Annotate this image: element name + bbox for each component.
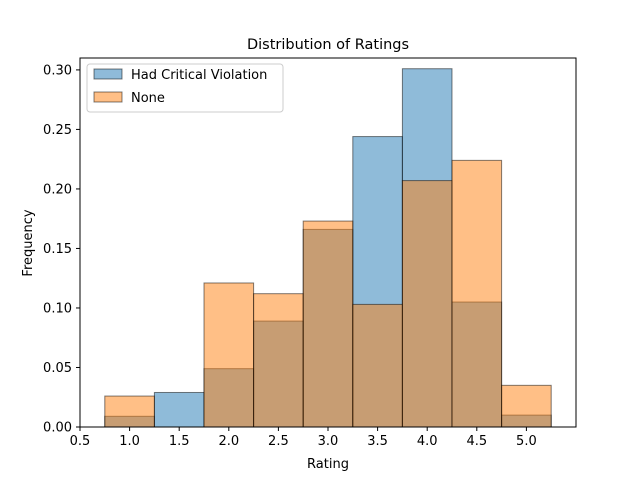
y-tick-label: 0.10: [43, 301, 72, 316]
x-tick-label: 4.5: [466, 434, 487, 449]
x-tick-label: 2.5: [268, 434, 289, 449]
x-axis-label: Rating: [307, 457, 349, 472]
legend-label-none: None: [131, 91, 165, 106]
x-axis-ticks: 0.5 1.0 1.5 2.0 2.5 3.0 3.5 4.0 4.5 5.0: [70, 427, 537, 449]
bar-had-critical-violation-1: [153, 391, 205, 428]
bar-none-6: [401, 180, 453, 428]
x-tick-label: 3.5: [367, 434, 388, 449]
bars-layer: [104, 68, 552, 428]
y-tick-label: 0.00: [43, 421, 72, 436]
x-tick-label: 0.5: [70, 434, 91, 449]
x-tick-label: 1.0: [119, 434, 140, 449]
bar-none-8: [501, 384, 552, 428]
y-tick-label: 0.15: [43, 242, 72, 257]
x-tick-label: 1.5: [169, 434, 190, 449]
legend: Had Critical Violation None: [86, 63, 284, 113]
x-tick-label: 4.0: [417, 434, 438, 449]
legend-swatch-had-critical-violation: [93, 68, 123, 80]
legend-frame: [86, 63, 284, 113]
y-tick-label: 0.20: [43, 182, 72, 197]
y-axis-ticks: 0.00 0.05 0.10 0.15 0.20 0.25 0.30: [43, 63, 80, 436]
bar-none-5: [352, 303, 403, 428]
x-tick-label: 2.0: [218, 434, 239, 449]
chart-title: Distribution of Ratings: [247, 37, 409, 53]
legend-swatch-none: [93, 91, 123, 103]
bar-none-3: [253, 293, 304, 428]
y-tick-label: 0.25: [43, 123, 72, 138]
x-tick-label: 3.0: [318, 434, 339, 449]
bar-none-7: [451, 159, 503, 428]
y-tick-label: 0.30: [43, 63, 72, 78]
bar-none-4: [302, 220, 354, 428]
x-tick-label: 5.0: [516, 434, 537, 449]
bar-none-0: [104, 395, 155, 428]
legend-label-had-critical-violation: Had Critical Violation: [131, 68, 267, 83]
y-tick-label: 0.05: [43, 361, 72, 376]
y-axis-label: Frequency: [21, 209, 36, 276]
bar-none-2: [203, 282, 255, 428]
